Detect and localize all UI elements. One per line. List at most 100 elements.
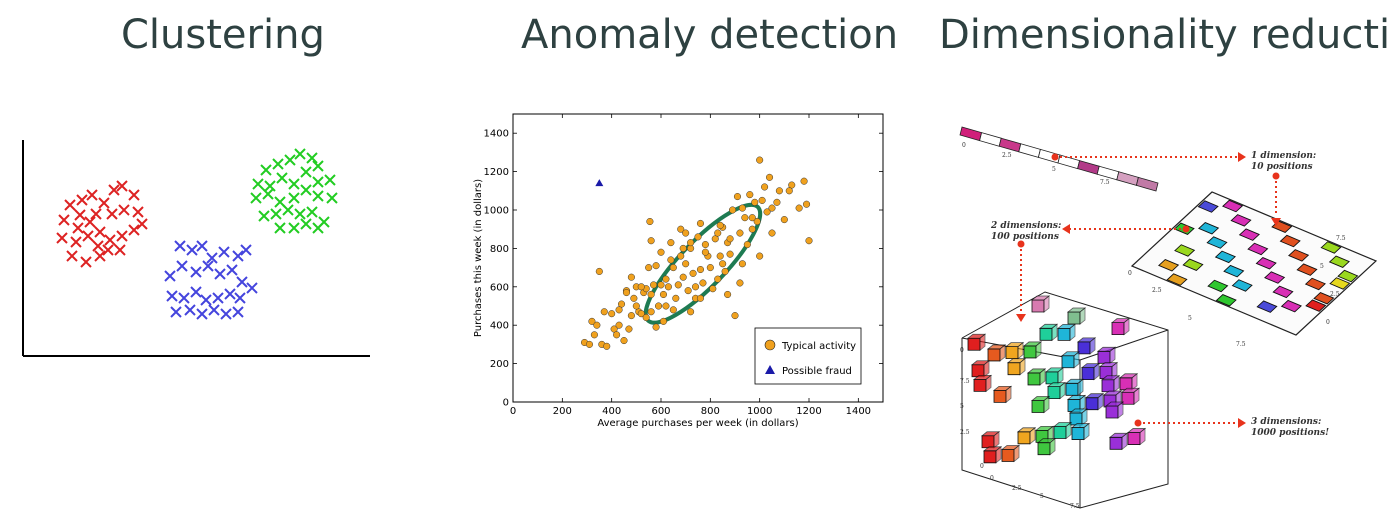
grid-cell (1207, 279, 1229, 293)
typical-activity-point (677, 225, 685, 233)
cubelet-front (973, 379, 987, 392)
cubelet-side (985, 374, 992, 393)
dimensionality-reduction-title: Dimensionality reduction (939, 12, 1388, 58)
cubelet-side (1081, 408, 1088, 426)
cluster-cross-mark (184, 304, 196, 316)
grid-cell (1166, 273, 1188, 286)
grid-cell (1304, 277, 1326, 291)
cluster-cross-mark (178, 292, 190, 304)
grid-tick-label: 5 (1188, 315, 1192, 322)
typical-activity-point (706, 264, 714, 272)
x-axis-ticks: 0 200 400 600 800 1000 1200 1400 (510, 114, 871, 417)
typical-activity-point (736, 229, 744, 237)
cubelet-side (979, 333, 986, 352)
strip-tick-label: 7.5 (1100, 179, 1110, 186)
typical-activity-point (687, 239, 695, 247)
cluster-cross-mark (270, 208, 282, 220)
cluster-cross-mark (190, 266, 202, 278)
typical-activity-point (657, 281, 665, 289)
grid-cell (1329, 277, 1351, 290)
typical-activity-point (585, 340, 594, 348)
cluster-cross-mark (174, 240, 186, 252)
cubelet-front (1045, 371, 1059, 385)
typical-activity-point (669, 306, 677, 314)
grid-cell (1264, 271, 1286, 284)
cubelet-front (1001, 449, 1015, 462)
cubelet-side (1013, 444, 1020, 463)
typical-activity-point (627, 273, 635, 281)
typical-activity-point (603, 342, 611, 350)
grid-cell (1280, 299, 1302, 313)
cubelet-front (1071, 427, 1085, 440)
typical-activity-point (748, 225, 756, 233)
typical-activity-point (646, 217, 654, 226)
typical-activity-point (637, 283, 645, 291)
typical-activity-point (736, 279, 744, 287)
grid-cell (1158, 259, 1180, 272)
typical-activity-point (652, 262, 660, 270)
grid-cell (1182, 258, 1204, 271)
cluster-cross-mark (70, 236, 82, 248)
cubelet-front (1109, 436, 1123, 450)
cluster-cross-mark (72, 222, 84, 234)
strip-cell (1018, 143, 1041, 158)
typical-activity-point (802, 200, 811, 208)
cubelet-front (1081, 367, 1095, 381)
cubelet-side (1043, 395, 1050, 414)
legend-triangle-marker (765, 365, 775, 374)
cluster-cross-mark (226, 264, 238, 276)
arrow-head (1062, 224, 1070, 234)
cluster-cross-mark (274, 222, 286, 234)
cluster-cross-mark (214, 268, 226, 280)
cubelet-side (1057, 367, 1064, 385)
cluster-cross-mark (56, 232, 68, 244)
cube-tick-label-bottom: 2.5 (1012, 485, 1022, 492)
typical-activity-point (756, 156, 764, 164)
cluster-cross-mark (102, 244, 114, 256)
cubelet-side (1051, 323, 1058, 342)
two-dimension-grid (1130, 191, 1378, 336)
typical-activity-point (765, 173, 774, 181)
grid-tick-label: 0 (1128, 270, 1132, 277)
typical-activity-point (775, 187, 783, 195)
grid-cell (1215, 294, 1237, 307)
cubelet-side (993, 430, 1000, 449)
cluster-cross-mark (300, 184, 312, 196)
cubelet-front (1077, 341, 1091, 355)
one-dimension-strip (959, 126, 1159, 192)
cubelet-side (1019, 357, 1026, 376)
typical-activity-point (726, 250, 734, 258)
grid-cell (1272, 285, 1294, 299)
cubelet-side (1083, 422, 1090, 441)
typical-activity-point (753, 217, 761, 226)
one-d-label-line1: 1 dimension: (1251, 151, 1316, 161)
cluster-cross-mark (284, 154, 296, 166)
typical-activity-point (632, 302, 640, 310)
cluster-cross-mark (200, 294, 212, 306)
typical-activity-point (714, 229, 722, 237)
typical-activity-point (689, 269, 697, 277)
cubelet-side (1097, 392, 1104, 411)
typical-activity-point (768, 229, 776, 237)
typical-activity-point (657, 248, 665, 256)
typical-activity-point (667, 256, 675, 264)
typical-activity-point (677, 252, 685, 260)
cluster-cross-mark (136, 218, 148, 230)
cluster-cross-mark (212, 292, 224, 304)
legend: Typical activity Possible fraud (754, 327, 862, 385)
strip-tick-label: 5 (1052, 166, 1056, 173)
cubelet-side (1131, 372, 1138, 391)
typical-activity-point (716, 221, 724, 229)
cubelet-side (1113, 374, 1120, 393)
typical-activity-point (709, 285, 717, 293)
grid-tick-label-right: 5 (1320, 263, 1324, 270)
data-points (580, 156, 813, 350)
cluster-cross-mark (294, 148, 306, 160)
cluster-cross-mark (166, 290, 178, 302)
typical-activity-point (751, 198, 759, 206)
cubelet-front (983, 450, 997, 464)
cube-tick-label: 2.5 (960, 429, 970, 436)
cubelet-front (981, 435, 995, 449)
cluster-cross-mark (92, 240, 104, 252)
